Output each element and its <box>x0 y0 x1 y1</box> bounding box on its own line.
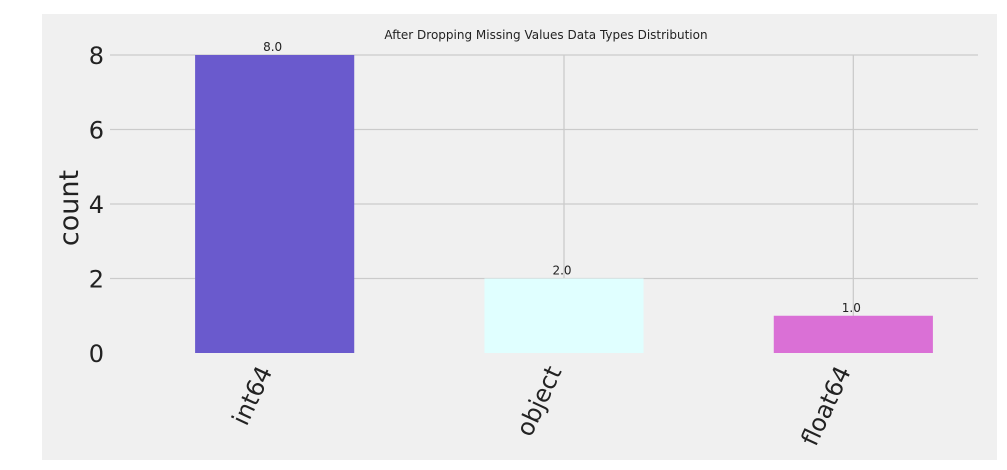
bar-object <box>484 278 644 353</box>
data-label: 2.0 <box>552 264 571 278</box>
y-tick-label: 4 <box>89 191 104 219</box>
data-label: 8.0 <box>263 40 282 54</box>
y-tick-label: 0 <box>89 340 104 368</box>
y-tick-labels: 0 2 4 6 8 <box>89 42 104 368</box>
bar-float64 <box>773 315 933 353</box>
chart-title: After Dropping Missing Values Data Types… <box>384 28 707 42</box>
y-tick-label: 8 <box>89 42 104 70</box>
bar-int64 <box>195 55 355 353</box>
bars <box>195 55 933 353</box>
data-label: 1.0 <box>842 301 861 315</box>
y-axis-label: count <box>54 170 85 246</box>
data-labels: 8.0 2.0 1.0 <box>263 40 861 315</box>
y-tick-label: 2 <box>89 266 104 294</box>
y-tick-label: 6 <box>89 117 104 145</box>
